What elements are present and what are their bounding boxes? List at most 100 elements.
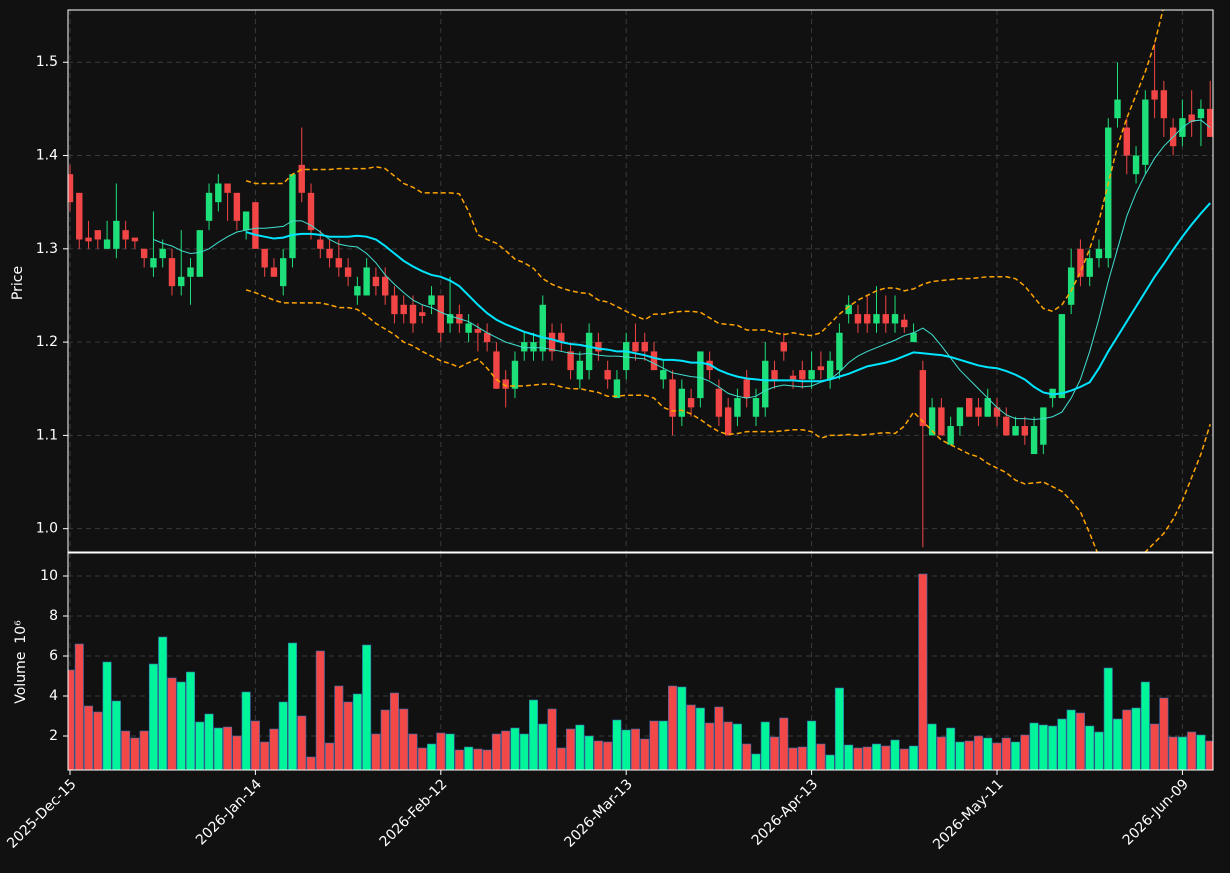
volume-bar	[649, 720, 659, 770]
volume-bar	[427, 743, 437, 770]
volume-bar	[510, 727, 520, 770]
volume-bar	[241, 691, 251, 770]
volume-bar	[881, 745, 891, 770]
candle-body	[298, 164, 305, 193]
volume-scale-label: 10⁶	[13, 620, 29, 644]
volume-tick-label: 4	[49, 688, 58, 704]
volume-bar	[668, 685, 678, 770]
candle-body	[1012, 426, 1019, 436]
volume-bar	[399, 708, 409, 770]
candle-body	[474, 329, 482, 333]
volume-bar	[148, 663, 158, 770]
volume-bar	[1103, 667, 1113, 770]
volume-panel	[68, 573, 1213, 770]
volume-bar	[862, 746, 872, 770]
candle-body	[530, 342, 537, 352]
candle-body	[261, 248, 268, 268]
candle-body	[1132, 155, 1140, 175]
volume-bar	[362, 644, 372, 770]
volume-bar	[955, 741, 965, 770]
candle-body	[521, 342, 528, 352]
volume-bar	[1131, 707, 1141, 770]
volume-bar	[84, 705, 94, 770]
candle-body	[965, 398, 973, 417]
volume-bar	[927, 723, 937, 770]
overlay-line	[245, 202, 1211, 396]
candle-body	[623, 342, 630, 371]
y-tick-label: 1.2	[36, 334, 58, 350]
volume-bar	[1196, 734, 1206, 770]
candle-body	[780, 342, 787, 352]
volume-bar	[102, 661, 112, 770]
candle-body	[372, 276, 380, 287]
candle-body	[103, 239, 111, 249]
candle-body	[947, 426, 954, 445]
candle-body	[595, 342, 602, 352]
candle-body	[335, 258, 343, 268]
volume-bar	[528, 699, 538, 770]
y-tick-label: 1.4	[36, 148, 58, 164]
candle-body	[641, 342, 648, 352]
volume-bar	[807, 720, 817, 770]
candle-body	[789, 375, 797, 380]
candle-body	[363, 267, 370, 296]
y-axis-label: Price	[10, 266, 26, 300]
volume-tick-label: 10	[40, 568, 58, 584]
volume-axis-label: Volume 10⁶	[13, 620, 29, 704]
volume-bar	[167, 677, 177, 770]
volume-label: Volume	[13, 652, 29, 704]
candle-body	[808, 370, 815, 380]
volume-bar	[408, 733, 418, 770]
candle-body	[845, 304, 852, 315]
volume-bar	[371, 733, 381, 770]
candle-body	[826, 360, 834, 380]
volume-bar	[213, 727, 223, 770]
volume-bar	[742, 743, 752, 770]
volume-bar	[1057, 718, 1067, 770]
volume-bar	[454, 749, 464, 770]
candle-body	[224, 183, 231, 193]
candle-body	[1188, 114, 1195, 122]
candle-body	[993, 407, 1001, 417]
y-tick-label: 1.0	[36, 521, 58, 537]
volume-bar	[1029, 722, 1039, 770]
candle-body	[873, 314, 880, 324]
volume-bar	[983, 737, 993, 770]
candle-body	[687, 398, 695, 408]
candle-body	[539, 304, 546, 352]
volume-bar	[992, 742, 1002, 770]
candle-body	[215, 183, 222, 203]
candle-body	[1207, 108, 1213, 137]
volume-bar	[871, 743, 881, 770]
candle-body	[252, 202, 259, 249]
candle-body	[984, 398, 991, 417]
candle-body	[381, 276, 389, 296]
candle-body	[632, 342, 639, 352]
volume-bar	[797, 746, 807, 770]
volume-bar	[816, 743, 826, 770]
candle-body	[1142, 99, 1149, 165]
volume-bar	[1020, 734, 1030, 770]
candle-body	[428, 295, 435, 305]
volume-bar	[250, 720, 260, 770]
candle-body	[660, 370, 667, 380]
candle-body	[548, 332, 556, 352]
candle-body	[419, 312, 426, 316]
volume-bar	[232, 735, 242, 770]
volume-tick-label: 8	[49, 608, 58, 624]
candle-body	[326, 248, 333, 259]
candle-body	[1058, 314, 1066, 399]
volume-bar	[1159, 697, 1169, 770]
candle-body	[317, 239, 324, 249]
candle-body	[131, 237, 139, 242]
volume-bar	[389, 692, 399, 770]
volume-bar	[1140, 681, 1150, 770]
candle-body	[168, 258, 176, 287]
volume-bar	[204, 713, 214, 770]
candle-body	[233, 192, 241, 221]
candle-body	[1077, 248, 1084, 277]
volume-bar	[714, 706, 724, 770]
volume-bar	[946, 727, 956, 770]
candle-body	[604, 370, 611, 380]
candle-body	[799, 370, 806, 380]
